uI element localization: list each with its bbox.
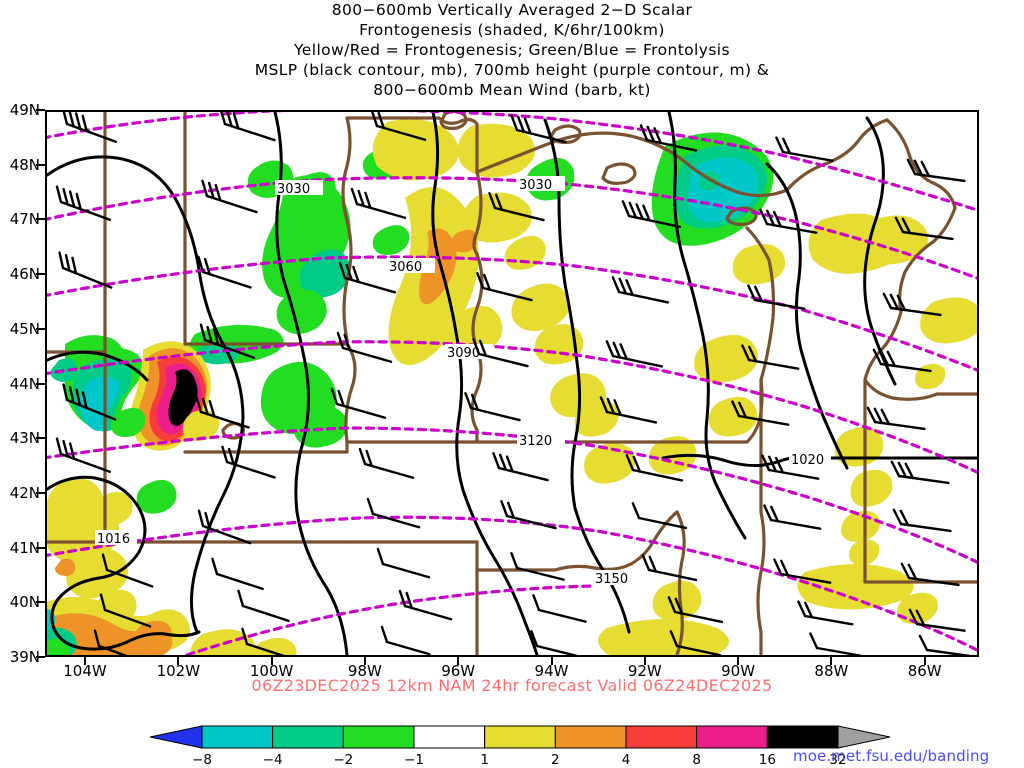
colorbar-segment xyxy=(342,725,415,749)
title-line-4: MSLP (black contour, mb), 700mb height (… xyxy=(254,61,770,79)
colorbar-tick-label: 1 xyxy=(480,752,489,768)
lon-tick-label: 96W xyxy=(441,662,476,680)
lon-tick xyxy=(643,657,646,665)
lat-tick-label: 48N xyxy=(9,155,40,174)
lat-tick xyxy=(36,437,45,440)
lon-tick xyxy=(830,657,833,665)
lon-tick-label: 100W xyxy=(249,662,294,680)
lon-tick xyxy=(177,657,180,665)
lat-tick-label: 39N xyxy=(9,648,40,666)
colorbar-segment xyxy=(625,725,698,749)
lat-tick-label: 42N xyxy=(9,483,40,502)
lon-tick-label: 90W xyxy=(721,662,756,680)
colorbar-tick-label: 32 xyxy=(829,752,847,768)
title-line-2: Frontogenesis (shaded, K/6hr/100km) xyxy=(359,21,665,39)
lat-tick xyxy=(36,656,45,658)
map-canvas: 3030 3030 3060 3090 3120 3150 1016 xyxy=(47,112,977,655)
colorbar-segment xyxy=(201,725,274,749)
lon-tick-label: 104W xyxy=(63,662,107,680)
lat-tick-label: 44N xyxy=(9,374,40,393)
title-line-1: 800−600mb Vertically Averaged 2−D Scalar xyxy=(331,1,693,19)
lat-tick-label: 43N xyxy=(9,429,40,448)
lon-tick-label: 98W xyxy=(347,662,382,680)
height-contour-labels: 3030 3030 3060 3090 3120 3150 xyxy=(275,176,641,587)
lon-tick xyxy=(923,657,926,665)
colorbar-segment xyxy=(554,725,627,749)
svg-text:1020: 1020 xyxy=(791,453,824,468)
title-line-3: Yellow/Red = Frontogenesis; Green/Blue =… xyxy=(294,41,730,59)
svg-text:3030: 3030 xyxy=(519,178,552,193)
svg-text:3030: 3030 xyxy=(277,182,310,197)
lon-tick-label: 86W xyxy=(907,662,942,680)
colorbar-tick-label: 16 xyxy=(758,752,776,768)
lon-tick xyxy=(84,657,86,665)
colorbar-segment xyxy=(272,725,344,749)
title-line-5: 800−600mb Mean Wind (barb, kt) xyxy=(373,81,651,99)
chart-title-block: 800−600mb Vertically Averaged 2−D Scalar… xyxy=(0,0,1024,100)
colorbar: −8 −4 −2 −1 1 2 4 8 16 32 xyxy=(150,722,890,768)
colorbar-segment xyxy=(766,725,839,749)
wind-barbs xyxy=(55,112,972,655)
lon-tick xyxy=(737,657,740,665)
lat-tick xyxy=(36,273,45,276)
lat-tick xyxy=(36,382,45,385)
colorbar-tick-label: 2 xyxy=(551,752,560,768)
colorbar-swatches xyxy=(150,725,890,749)
source-watermark: moe.met.fsu.edu/banding xyxy=(793,747,990,765)
lat-tick-label: 41N xyxy=(9,538,40,557)
lat-tick xyxy=(36,163,45,166)
forecast-caption: 06Z23DEC2025 12km NAM 24hr forecast Vali… xyxy=(251,676,773,695)
svg-text:3090: 3090 xyxy=(447,346,480,361)
mslp-contours xyxy=(47,112,977,655)
colorbar-tick-label: −8 xyxy=(192,752,212,768)
colorbar-tick-label: 4 xyxy=(621,752,631,768)
colorbar-segment xyxy=(484,725,556,749)
lat-tick-label: 47N xyxy=(9,210,40,229)
lon-tick xyxy=(270,657,273,665)
lon-tick-label: 88W xyxy=(814,662,849,680)
lat-tick xyxy=(36,601,45,604)
lon-tick-label: 92W xyxy=(627,662,662,680)
colorbar-tick-label: −4 xyxy=(262,752,283,768)
svg-text:3150: 3150 xyxy=(595,572,628,587)
colorbar-tick-label: −2 xyxy=(333,752,354,768)
svg-text:3060: 3060 xyxy=(389,260,422,275)
colorbar-tick-label: 8 xyxy=(692,752,701,768)
lat-tick xyxy=(36,546,45,549)
colorbar-segment xyxy=(696,725,768,749)
lat-tick-label: 45N xyxy=(9,319,40,338)
svg-text:3120: 3120 xyxy=(519,434,552,449)
lat-tick xyxy=(36,327,45,330)
map-plot-area: 3030 3030 3060 3090 3120 3150 1016 xyxy=(45,110,979,657)
lat-tick-label: 49N xyxy=(9,101,40,119)
lon-tick xyxy=(457,657,460,665)
lon-tick xyxy=(363,657,366,665)
lat-tick-label: 46N xyxy=(9,265,40,284)
lon-tick-label: 102W xyxy=(156,662,201,680)
lat-tick-label: 40N xyxy=(9,593,40,612)
colorbar-tick-label: −1 xyxy=(404,752,424,768)
colorbar-segment xyxy=(413,725,486,749)
lat-tick xyxy=(36,218,45,221)
lat-tick xyxy=(36,491,45,494)
svg-text:1016: 1016 xyxy=(97,532,130,547)
mslp-contour-labels: 1016 1020 xyxy=(95,451,831,547)
lat-tick xyxy=(36,109,45,111)
lon-tick xyxy=(550,657,553,665)
lon-tick-label: 94W xyxy=(534,662,569,680)
